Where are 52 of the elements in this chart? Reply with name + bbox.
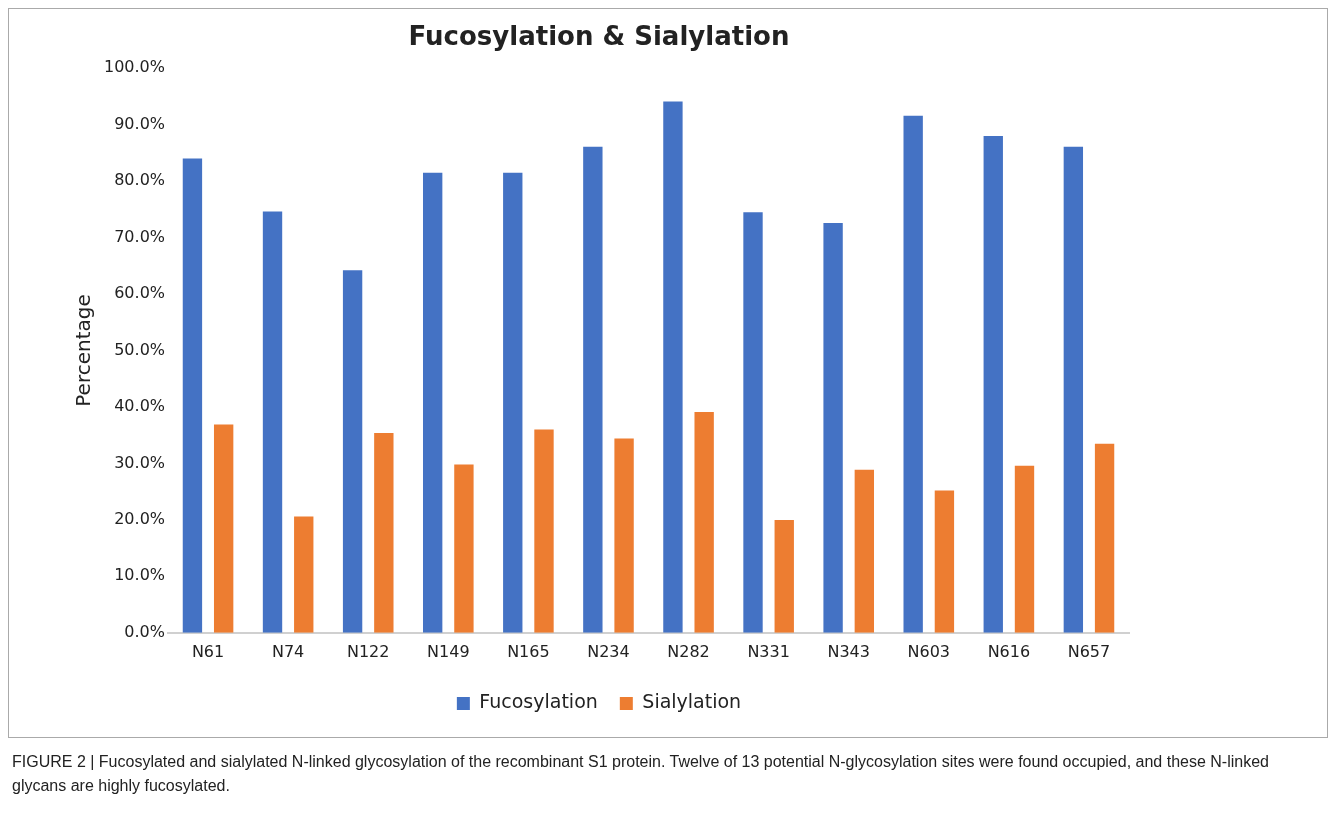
y-tick-label: 30.0%: [114, 452, 166, 472]
x-tick-label: N331: [747, 641, 790, 661]
y-tick-label: 70.0%: [114, 226, 166, 246]
y-tick-label: 0.0%: [124, 621, 166, 641]
bar: [583, 146, 603, 633]
y-tick-label: 90.0%: [114, 113, 166, 133]
x-tick-label: N122: [346, 641, 390, 661]
x-tick-label: N603: [907, 641, 951, 661]
bar: [854, 469, 875, 633]
bar: [823, 222, 843, 633]
bar: [503, 172, 523, 633]
x-tick-label: N61: [191, 641, 225, 661]
bar: [213, 424, 234, 633]
legend-label: Fucosylation: [479, 690, 598, 713]
x-tick-label: N74: [271, 641, 305, 661]
bar: [1094, 443, 1115, 633]
bar: [1014, 465, 1035, 633]
y-tick-label: 80.0%: [114, 170, 166, 190]
bar: [743, 212, 763, 633]
bar: [423, 172, 443, 633]
y-axis-title: Percentage: [71, 294, 96, 407]
bar: [774, 519, 794, 633]
bar: [663, 101, 683, 633]
x-tick-label: N616: [987, 641, 1031, 661]
bar: [262, 211, 283, 633]
bar: [983, 135, 1003, 633]
bar: [454, 464, 474, 633]
y-tick-label: 20.0%: [114, 509, 166, 529]
y-tick-label: 60.0%: [114, 283, 166, 303]
bar: [534, 429, 554, 633]
bar: [342, 270, 363, 633]
x-tick-label: N343: [827, 641, 870, 661]
x-tick-label: N282: [667, 641, 710, 661]
y-tick-label: 50.0%: [114, 339, 166, 359]
y-tick-label: 100.0%: [103, 57, 166, 77]
legend-label: Sialylation: [642, 690, 742, 713]
y-tick-label: 10.0%: [114, 565, 166, 585]
bar: [934, 490, 955, 633]
bar: [182, 158, 203, 633]
x-tick-label: N657: [1067, 641, 1111, 661]
caption: FIGURE 2 | Fucosylated and sialylated N-linked glycosylation of the recombinant S1 protein. Twelve of 13 potential N-glycosylation sites were found occupied, and these N-linked glycans are highly fucosylated.: [12, 752, 1270, 796]
x-tick-label: N165: [507, 641, 550, 661]
bar: [294, 516, 314, 633]
bar: [1063, 146, 1084, 633]
y-tick-label: 40.0%: [114, 396, 166, 416]
bar: [374, 432, 394, 633]
bar: [614, 438, 634, 633]
bar: [694, 412, 714, 633]
x-tick-label: N234: [587, 641, 630, 661]
chart-title: Fucosylation & Sialylation: [408, 21, 790, 52]
x-tick-label: N149: [427, 641, 470, 661]
bar: [903, 115, 923, 633]
